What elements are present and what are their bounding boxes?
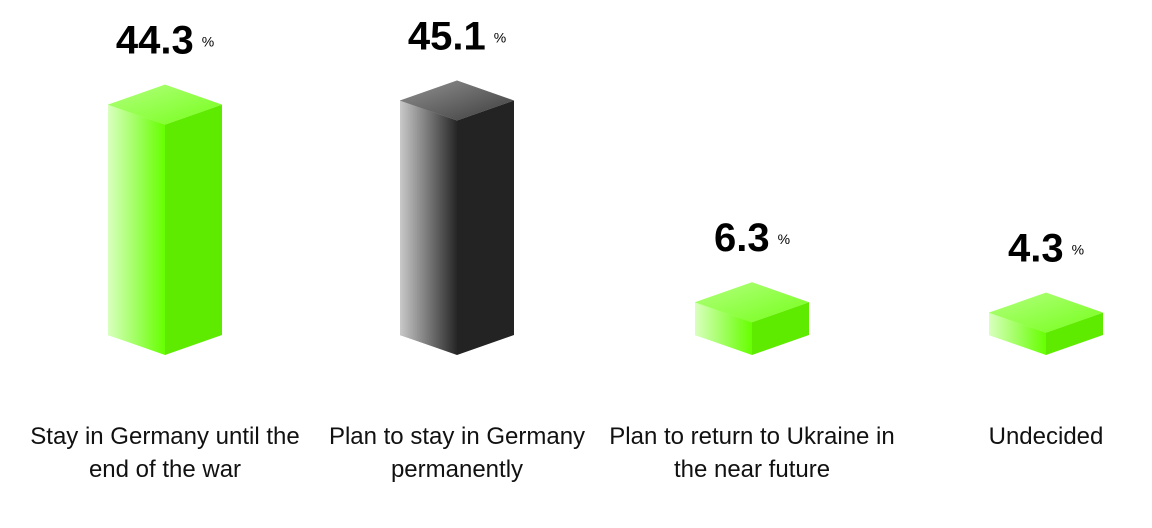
- value-number: 4.3: [1008, 226, 1064, 270]
- value-number: 45.1: [408, 14, 486, 58]
- value-label: 45.1%: [408, 14, 506, 58]
- bar-top-shine: [108, 84, 222, 125]
- bar-front-shine: [989, 312, 1046, 355]
- bar-side-shade: [1046, 312, 1103, 355]
- bar-top-shine: [400, 80, 514, 121]
- bar-side-shade: [165, 104, 222, 355]
- value-number: 6.3: [714, 216, 770, 260]
- value-unit: %: [202, 33, 214, 49]
- category-label: Plan to stay in Germany permanently: [328, 423, 586, 483]
- bar-front-shine: [108, 104, 165, 355]
- bar-top-shine: [989, 292, 1103, 333]
- bar-front-shine: [695, 302, 752, 355]
- value-unit: %: [494, 29, 506, 45]
- bar-side: [165, 104, 222, 355]
- bar-front-shine: [400, 100, 457, 355]
- bar-top-shine: [695, 282, 809, 323]
- value-number: 44.3: [116, 18, 194, 62]
- value-label: 44.3%: [116, 18, 214, 62]
- value-label: 4.3%: [1008, 226, 1084, 270]
- bar-side: [1046, 312, 1103, 355]
- value-unit: %: [1072, 241, 1084, 257]
- value-label: 6.3%: [714, 216, 790, 260]
- bar-side-shade: [457, 100, 514, 355]
- bar-side-shade: [752, 302, 809, 355]
- category-label: Undecided: [988, 423, 1104, 450]
- value-unit: %: [778, 231, 790, 247]
- bar-side: [752, 302, 809, 355]
- category-label: Stay in Germany until the end of the war: [30, 423, 300, 483]
- category-label: Plan to return to Ukraine in the near fu…: [609, 423, 895, 483]
- bar-side: [457, 100, 514, 355]
